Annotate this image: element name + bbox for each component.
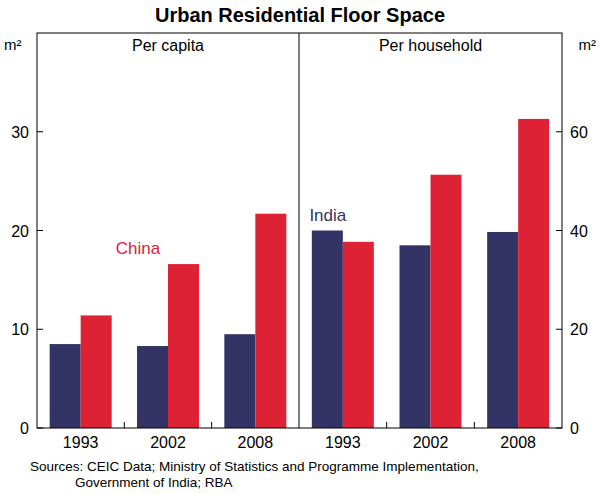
panel: Per capita m² 0 10 20 30 China 1993 2002 2008 <box>4 36 286 451</box>
source: Sources: CEIC Data; Ministry of Statisti… <box>30 459 479 474</box>
bars <box>50 214 287 428</box>
axis-label: m² <box>579 36 597 53</box>
panel-title: Per capita <box>132 37 204 54</box>
bar <box>431 175 462 428</box>
axis-label: m² <box>4 36 22 53</box>
category-tick <box>124 422 125 428</box>
bar <box>224 334 255 428</box>
bar <box>137 346 168 428</box>
tick <box>37 230 43 231</box>
bar <box>312 231 343 429</box>
tick-label: 0 <box>20 420 29 437</box>
series-label: China <box>116 239 161 258</box>
bar <box>487 232 518 428</box>
category-label: 2008 <box>238 434 274 451</box>
title: Urban Residential Floor Space <box>155 4 445 26</box>
tick <box>37 131 43 132</box>
bar <box>255 214 286 428</box>
bar <box>343 242 374 428</box>
tick-label: 60 <box>570 124 588 141</box>
category-label: 2008 <box>500 434 536 451</box>
tick-label: 10 <box>11 321 29 338</box>
bar <box>50 344 81 428</box>
tick-label: 40 <box>570 223 588 240</box>
category-tick <box>211 422 212 428</box>
tick-label: 20 <box>11 223 29 240</box>
panel-title: Per household <box>379 37 482 54</box>
category-label: 2002 <box>150 434 186 451</box>
tick <box>37 329 43 330</box>
category-label: 1993 <box>63 434 99 451</box>
tick <box>556 131 562 132</box>
category-label: 1993 <box>325 434 361 451</box>
bar <box>400 245 431 428</box>
chart: Urban Residential Floor Space Per capita m… <box>0 0 600 494</box>
bars <box>312 119 549 428</box>
frame <box>37 33 562 428</box>
tick <box>556 329 562 330</box>
category-label: 2002 <box>413 434 449 451</box>
tick-label: 0 <box>570 420 579 437</box>
panel: Per household m² 0 20 40 60 India 1993 2002 2008 <box>309 36 596 451</box>
source: Government of India; RBA <box>75 475 233 490</box>
category-tick <box>474 422 475 428</box>
tick-label: 30 <box>11 124 29 141</box>
bar <box>518 119 549 428</box>
bar <box>168 264 199 428</box>
tick <box>556 230 562 231</box>
category-tick <box>386 422 387 428</box>
tick-label: 20 <box>570 321 588 338</box>
divider <box>299 33 300 428</box>
series-label: India <box>309 206 346 225</box>
bar <box>81 315 112 428</box>
